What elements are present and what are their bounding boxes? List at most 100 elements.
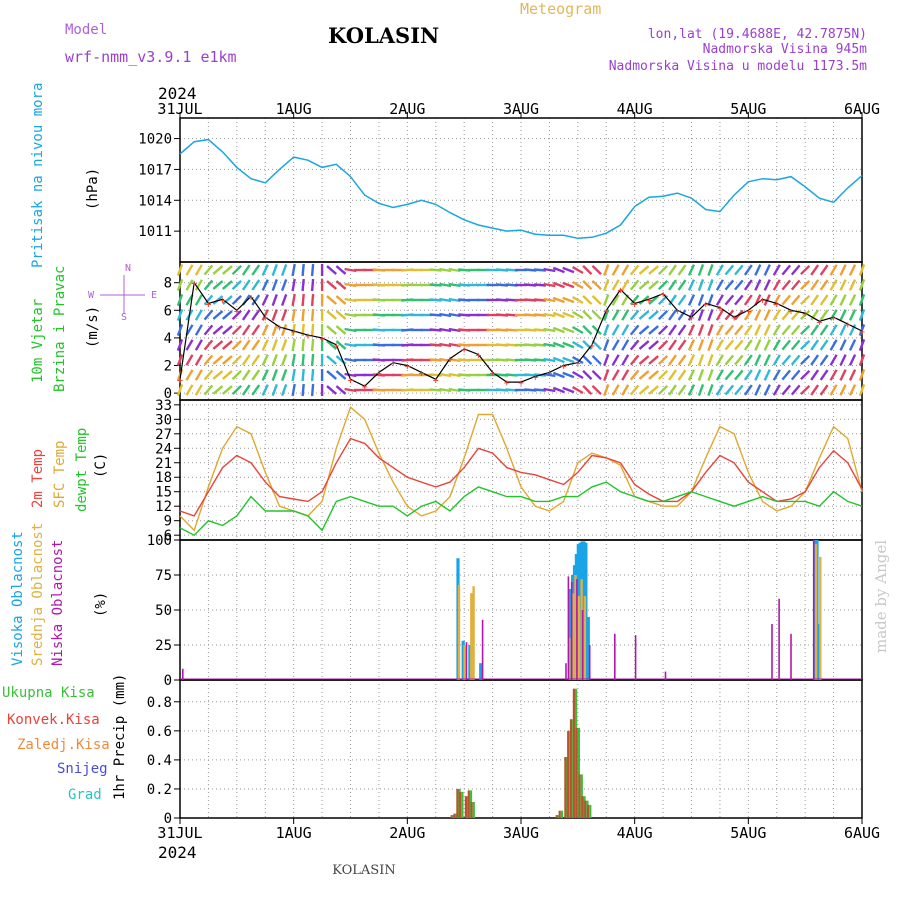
precip-bar-conv xyxy=(456,788,459,818)
wind-vector xyxy=(552,296,565,304)
cloud-bar xyxy=(568,638,571,680)
wind-vector xyxy=(261,324,269,336)
wind-vector xyxy=(800,339,811,351)
precip-bar-total xyxy=(560,810,563,818)
wind-vector xyxy=(781,324,792,336)
wind-vector xyxy=(261,354,269,366)
wind-vector xyxy=(687,294,696,306)
wind-vector xyxy=(772,339,781,351)
wind-vector xyxy=(310,293,315,307)
wind-vector xyxy=(839,324,847,336)
pressure-line xyxy=(179,138,863,240)
wind-vector xyxy=(603,278,610,292)
year-label-bottom: 2024 xyxy=(158,843,197,862)
wind-vector xyxy=(280,353,288,367)
y-tick-label: 0 xyxy=(164,673,172,689)
wind-vector xyxy=(629,354,640,366)
wind-vector xyxy=(734,279,744,291)
wind-vector xyxy=(839,354,847,366)
wind-vector xyxy=(611,309,620,321)
wind-vector xyxy=(657,369,669,381)
wind-vector xyxy=(439,372,452,378)
wind-vector xyxy=(772,354,781,366)
wind-vector xyxy=(185,294,194,306)
wind-vector xyxy=(829,324,838,336)
wind-speed-marker: + xyxy=(561,362,567,373)
wind-vector xyxy=(335,385,347,395)
wind-vector xyxy=(743,309,753,321)
wind-vector xyxy=(591,384,602,396)
wind-vector xyxy=(707,263,714,277)
wind-vector xyxy=(280,383,288,397)
cloud-bar xyxy=(578,542,582,680)
wind-vector xyxy=(439,387,452,393)
wind-vector xyxy=(621,279,630,291)
wind-vector xyxy=(603,383,610,397)
wind-speed-marker: + xyxy=(234,306,240,317)
wind-vector xyxy=(271,263,278,277)
wind-vector xyxy=(668,264,677,276)
wind-vector xyxy=(231,384,242,396)
precip-bar-conv xyxy=(470,802,473,818)
wind-vector xyxy=(572,355,584,365)
wind-speed-marker: + xyxy=(859,327,865,338)
cloud-bar xyxy=(472,586,475,680)
wind-vector xyxy=(533,358,547,362)
wind-vector xyxy=(326,370,337,380)
wind-vector xyxy=(668,369,677,381)
cloud-unit-label: (%) xyxy=(93,592,109,617)
wind-vector xyxy=(668,384,677,396)
wind-vector xyxy=(552,311,565,319)
wind-vector xyxy=(572,340,584,350)
wind-vector xyxy=(697,308,705,322)
wind-vector xyxy=(241,354,251,366)
wind-vector xyxy=(543,387,556,393)
wind-vector xyxy=(629,264,640,276)
wind-vector xyxy=(734,294,744,306)
wind-vector xyxy=(231,309,242,321)
wind-vector xyxy=(724,309,735,321)
wind-vector xyxy=(552,341,565,349)
wind-ylabel-1: 10m Vjetar xyxy=(30,299,46,383)
wind-vector xyxy=(677,264,687,276)
precip-bar-total xyxy=(589,804,592,818)
wind-vector xyxy=(800,264,811,276)
wind-vector xyxy=(543,372,556,378)
wind-vector xyxy=(687,279,696,291)
y-tick-label: 27 xyxy=(155,427,172,443)
cloud-bar xyxy=(664,671,667,680)
wind-vector xyxy=(280,338,288,352)
wind-vector xyxy=(280,278,288,292)
wind-vector xyxy=(839,294,847,306)
wind-vector xyxy=(562,371,575,379)
wind-vector xyxy=(611,384,620,396)
precip-bar-conv xyxy=(564,757,567,818)
wind-vector xyxy=(271,323,278,337)
wind-speed-marker: + xyxy=(760,295,766,306)
wind-vector xyxy=(697,278,705,292)
wind-vector xyxy=(194,264,203,276)
wind-vector xyxy=(724,324,735,336)
wind-vector xyxy=(848,324,857,336)
wind-vector xyxy=(291,353,296,367)
wind-vector xyxy=(185,354,194,366)
wind-vector xyxy=(611,369,620,381)
wind-vector xyxy=(572,265,584,275)
precip-bar-total xyxy=(577,727,580,818)
wind-vector xyxy=(790,369,801,381)
wind-vector xyxy=(261,279,269,291)
wind-vector xyxy=(629,384,640,396)
wind-vector xyxy=(582,279,593,291)
wind-speed-marker: + xyxy=(518,378,524,389)
wind-vector xyxy=(439,297,452,303)
cloud-bar xyxy=(814,544,818,680)
wind-vector xyxy=(261,294,269,306)
wind-vector xyxy=(829,339,838,351)
wind-vector xyxy=(724,279,735,291)
wind-vector xyxy=(533,313,547,317)
wind-vector xyxy=(707,308,714,322)
wind-vector xyxy=(763,369,771,381)
wind-vector xyxy=(648,355,659,365)
wind-vector xyxy=(203,279,214,291)
wind-vector xyxy=(176,263,184,277)
